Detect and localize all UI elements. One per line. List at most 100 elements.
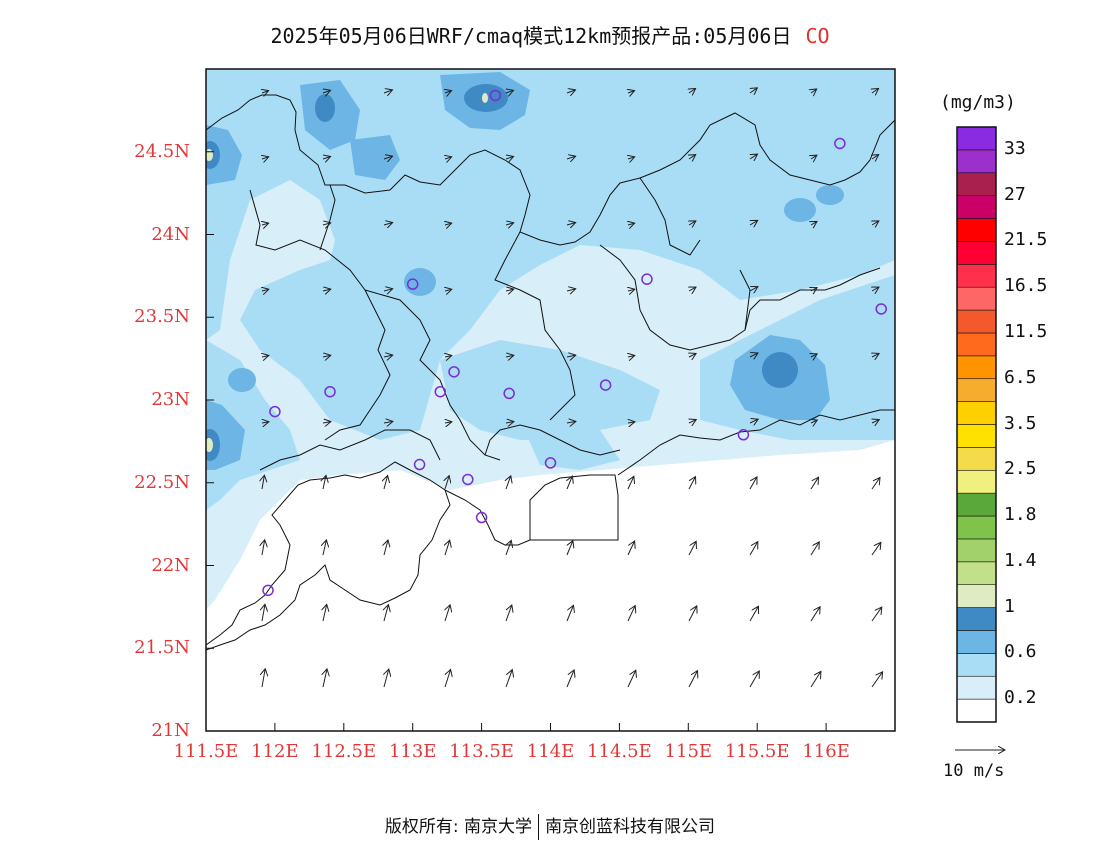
wind-vector (322, 289, 331, 291)
wind-vector (749, 287, 758, 291)
wind-vector (322, 355, 331, 357)
wind-vector (628, 91, 635, 93)
wind-vector (445, 356, 452, 358)
colorbar-segment (956, 218, 997, 242)
colorbar-level-label: 27 (1004, 183, 1026, 205)
wind-vector (384, 669, 389, 688)
contour-peak-spot3 (482, 93, 488, 103)
wind-vector (506, 157, 514, 160)
colorbar-segment (956, 286, 997, 311)
colorbar-segment (956, 401, 997, 425)
colorbar-level-label: 3.5 (1004, 412, 1037, 434)
wind-vector (628, 422, 635, 423)
county-lines-6 (259, 429, 441, 471)
wind-vector (505, 355, 514, 357)
wind-vector (749, 353, 758, 357)
colorbar-level-label: 6.5 (1004, 366, 1037, 388)
county-lines-2 (364, 289, 501, 461)
wind-vector (323, 475, 326, 490)
station-marker (262, 584, 274, 597)
wind-vector (689, 353, 696, 357)
wind-vector (627, 541, 635, 556)
wind-vector (505, 289, 514, 291)
wind-vector (383, 421, 393, 423)
wind-vector (871, 607, 882, 622)
wind-vector (445, 223, 452, 225)
wind-vector (262, 422, 269, 423)
wind-vector (811, 288, 817, 291)
lon-tick-label: 114E (526, 741, 575, 762)
colorbar-segment (956, 630, 997, 654)
colorbar-segment (956, 332, 997, 357)
station-markers (262, 89, 887, 597)
wind-vector (384, 540, 388, 556)
wind-vector (505, 605, 512, 622)
wind-vector (505, 422, 514, 423)
wind-vector (506, 90, 514, 93)
station-marker (544, 457, 557, 469)
boundaries (206, 94, 895, 651)
county-lines-3 (494, 231, 576, 421)
colorbar-segment (956, 241, 997, 265)
wind-vector (689, 88, 696, 93)
wind-vector (811, 155, 817, 159)
lon-tick-label: 115E (664, 741, 713, 762)
wind-vector (689, 420, 696, 423)
colorbar-segment (956, 653, 997, 677)
colorbar-segment (956, 264, 997, 288)
wind-vector (811, 221, 817, 225)
lon-tick-label: 115.5E (724, 741, 790, 762)
lat-tick-label: 24N (151, 223, 190, 245)
colorbar-frame (956, 126, 997, 723)
contour-high-patch3 (784, 198, 816, 222)
colorbar-unit: (mg/m3) (940, 92, 1016, 113)
county-lines-8 (319, 184, 336, 251)
wind-vector (689, 155, 696, 159)
wind-vector (262, 604, 265, 622)
wind-vector (628, 289, 635, 291)
colorbar-segment (956, 698, 997, 723)
colorbar-segment (956, 492, 997, 517)
wind-vector (628, 356, 635, 358)
wind-vector (872, 221, 879, 225)
wind-vector (872, 88, 879, 93)
colorbar-segment (956, 675, 997, 700)
wind-vector (262, 289, 269, 291)
colorbar-level-label: 33 (1004, 137, 1026, 159)
wind-vector (628, 223, 635, 225)
lat-tick-label: 23N (151, 389, 190, 410)
wind-vector (323, 540, 326, 556)
colorbar-segment (956, 538, 997, 563)
wind-vector (566, 289, 576, 291)
colorbar-segment (956, 561, 997, 585)
lon-tick-label: 116E (802, 741, 850, 762)
lat-tick-label: 22.5N (134, 471, 190, 493)
wind-vector (689, 221, 696, 225)
station-marker (641, 273, 653, 285)
county-lines-7 (484, 424, 621, 456)
wind-vector (506, 540, 511, 556)
county-lines-4 (599, 244, 881, 351)
colorbar-level-label: 1 (1004, 595, 1015, 617)
wind-vector (445, 157, 452, 159)
colorbar-segment (956, 515, 997, 540)
wind-vector (810, 542, 819, 556)
wind-vector (628, 157, 635, 159)
station-marker (324, 385, 336, 398)
wind-vector (262, 356, 269, 358)
wind-vector (811, 420, 817, 423)
station-marker (462, 473, 474, 486)
wind-vector (810, 607, 820, 622)
wind-vector (384, 476, 388, 490)
station-marker (448, 366, 460, 378)
wind-vector (872, 287, 879, 291)
colorbar-segment (956, 355, 997, 380)
wind-vector (810, 671, 821, 688)
wind-vectors (262, 88, 883, 688)
station-marker (503, 387, 515, 400)
station-marker (834, 137, 846, 150)
colorbar-segment (956, 149, 997, 174)
wind-vector (688, 671, 698, 688)
colorbar (956, 126, 997, 723)
copyright-company: 南京创蓝科技有限公司 (545, 817, 716, 837)
